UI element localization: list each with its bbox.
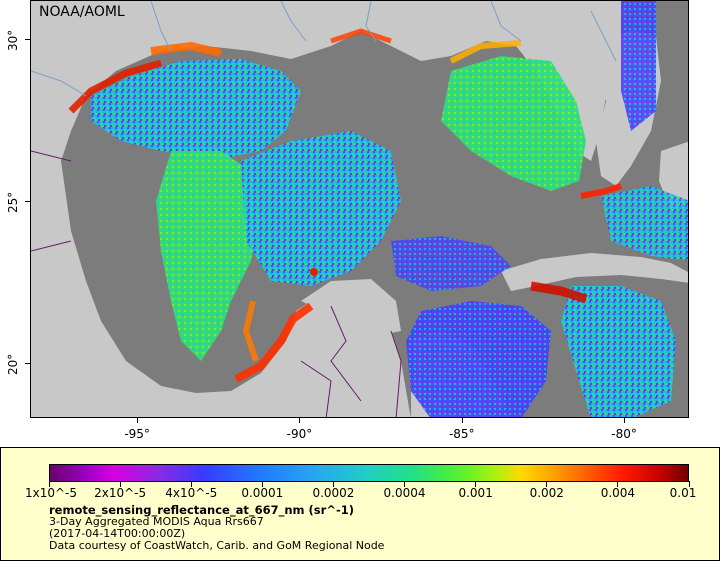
dataset-description: 3-Day Aggregated MODIS Aqua Rrs667 bbox=[49, 515, 264, 528]
legend-panel: 1x10^-5 2x10^-5 4x10^-5 0.0001 0.0002 0.0004 0… bbox=[0, 447, 720, 561]
colorbar-tick-mark bbox=[546, 481, 548, 487]
colorbar-tick-mark bbox=[332, 481, 334, 487]
coastal-high-spot bbox=[310, 268, 318, 276]
colorbar-tick-label: 0.0004 bbox=[383, 486, 426, 500]
data-swath-north-right bbox=[621, 1, 656, 131]
lon-tick-label: -90° bbox=[286, 427, 313, 441]
colorbar-tick-mark bbox=[475, 481, 477, 487]
colorbar-tick-mark bbox=[617, 481, 619, 487]
colorbar-tick-label: 4x10^-5 bbox=[165, 486, 218, 500]
coastal-high-campeche bbox=[234, 302, 314, 383]
legend-text: remote_sensing_reflectance_at_667_nm (sr… bbox=[49, 504, 384, 552]
colorbar-tick-label: 2x10^-5 bbox=[94, 486, 147, 500]
land-mexico bbox=[31, 161, 411, 417]
colorbar-tick-label: 0.0002 bbox=[312, 486, 355, 500]
colorbar-tick-mark bbox=[261, 481, 263, 487]
data-swath-south-east bbox=[561, 286, 676, 417]
land-cuba bbox=[501, 253, 688, 291]
coastal-high-louisiana bbox=[150, 41, 222, 57]
data-swath-east bbox=[441, 56, 586, 191]
coastal-high-mobile bbox=[330, 28, 392, 44]
lat-tick-label: 20° bbox=[6, 353, 20, 375]
colorbar-tick-mark bbox=[48, 481, 50, 487]
colorbar-tick-label: 0.001 bbox=[458, 486, 493, 500]
lat-tick-label: 30° bbox=[6, 29, 20, 51]
coastal-high-bigbend bbox=[449, 40, 522, 64]
time-stamp: (2017-04-14T00:00:00Z) bbox=[49, 527, 186, 540]
lat-tick-label: 25° bbox=[6, 191, 20, 213]
credit-label: NOAA/AOML bbox=[39, 4, 125, 20]
lon-tick-mark bbox=[624, 418, 626, 423]
coastal-high-cuba bbox=[530, 281, 588, 304]
colorbar-tick-label: 0.002 bbox=[529, 486, 564, 500]
colorbar-tick-label: 0.01 bbox=[669, 486, 697, 500]
lon-tick-mark bbox=[299, 418, 301, 423]
coastal-high-texas bbox=[68, 59, 162, 114]
data-swath-strait bbox=[601, 186, 688, 261]
data-swath-northwest bbox=[91, 59, 301, 161]
lon-tick-mark bbox=[461, 418, 463, 423]
colorbar-tick-label: 0.0001 bbox=[241, 486, 284, 500]
data-swath-west-green bbox=[156, 151, 261, 361]
map-canvas bbox=[31, 1, 688, 417]
land-north-us bbox=[31, 1, 621, 161]
lon-tick-label: -95° bbox=[124, 427, 150, 441]
coastal-high-florida bbox=[580, 183, 622, 199]
lat-tick-mark bbox=[25, 362, 30, 364]
colorbar-tick-mark bbox=[688, 481, 690, 487]
colorbar-tick-mark bbox=[190, 481, 192, 487]
river-lines bbox=[31, 1, 617, 97]
data-swath-south-purple bbox=[406, 301, 551, 417]
lat-tick-mark bbox=[25, 38, 30, 40]
colorbar-tick-mark bbox=[404, 481, 406, 487]
colorbar-tick-mark bbox=[119, 481, 121, 487]
lon-tick-label: -80° bbox=[611, 427, 637, 441]
lon-tick-mark bbox=[137, 418, 139, 423]
map-panel: NOAA/AOML bbox=[30, 0, 689, 418]
colorbar bbox=[49, 464, 689, 482]
data-swath-mid-purple bbox=[391, 236, 511, 291]
data-swath-central bbox=[241, 131, 401, 286]
data-courtesy: Data courtesy of CoastWatch, Carib. and … bbox=[49, 539, 385, 552]
coastal-high-yucatan bbox=[242, 300, 259, 362]
land-yucatan bbox=[301, 279, 401, 336]
variable-name: remote_sensing_reflectance_at_667_nm (sr… bbox=[49, 503, 354, 517]
country-borders bbox=[31, 150, 402, 417]
lat-tick-mark bbox=[25, 200, 30, 202]
colorbar-tick-label: 0.004 bbox=[600, 486, 636, 500]
colorbar-tick-label: 1x10^-5 bbox=[24, 486, 78, 500]
lon-tick-label: -85° bbox=[448, 427, 475, 441]
